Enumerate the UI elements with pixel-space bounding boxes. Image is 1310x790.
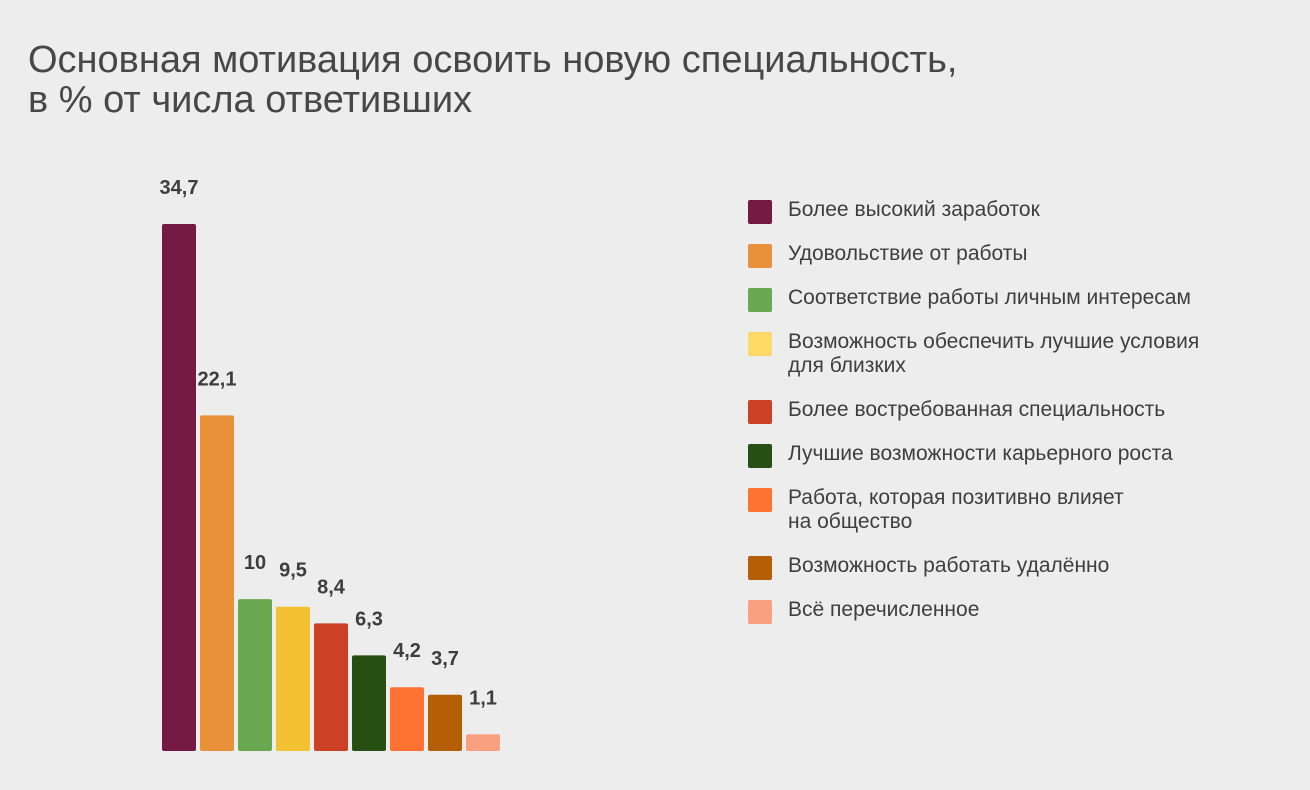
bar-3: [238, 599, 272, 751]
bar-value-label-1: 34,7: [160, 177, 199, 199]
legend-item-3: Соответствие работы личным интересам: [748, 286, 1288, 312]
legend-item-2: Удовольствие от работы: [748, 242, 1288, 268]
bar-chart: 34,7 22,1 10 9,5 8,4 6,3 4,2 3,7 1,1: [160, 177, 500, 751]
legend-swatch: [748, 400, 772, 424]
chart-title-line-1: Основная мотивация освоить новую специал…: [28, 39, 958, 81]
legend-swatch: [748, 444, 772, 468]
legend-label: Соответствие работы личным интересам: [788, 286, 1191, 309]
legend: Более высокий заработок Удовольствие от р…: [748, 198, 1288, 624]
legend-label: Лучшие возможности карьерного роста: [788, 442, 1173, 465]
bar-5: [314, 623, 348, 751]
bar-value-label-3: 10: [244, 552, 266, 574]
legend-swatch: [748, 332, 772, 356]
legend-label: Работа, которая позитивно влияет на обще…: [788, 486, 1124, 533]
legend-swatch: [748, 488, 772, 512]
legend-swatch: [748, 200, 772, 224]
bar-value-label-2: 22,1: [198, 368, 237, 390]
bar-value-label-4: 9,5: [279, 560, 307, 582]
chart-title: Основная мотивация освоить новую специал…: [28, 40, 957, 120]
bar-2: [200, 415, 234, 751]
legend-label: Возможность работать удалённо: [788, 554, 1110, 577]
bar-value-label-7: 4,2: [393, 640, 421, 662]
legend-swatch: [748, 556, 772, 580]
bar-value-label-9: 1,1: [469, 687, 497, 709]
legend-item-4: Возможность обеспечить лучшие условия дл…: [748, 330, 1288, 378]
legend-label: Всё перечисленное: [788, 598, 980, 621]
bar-value-label-8: 3,7: [431, 648, 459, 670]
legend-label: Более высокий заработок: [788, 198, 1040, 221]
bar-7: [390, 687, 424, 751]
legend-swatch: [748, 600, 772, 624]
bar-4: [276, 606, 310, 751]
bar-value-label-6: 6,3: [355, 608, 383, 630]
legend-item-5: Более востребованная специальность: [748, 398, 1288, 424]
legend-swatch: [748, 288, 772, 312]
legend-item-8: Возможность работать удалённо: [748, 554, 1288, 580]
legend-item-7: Работа, которая позитивно влияет на обще…: [748, 486, 1288, 534]
legend-label: Более востребованная специальность: [788, 398, 1166, 421]
legend-item-1: Более высокий заработок: [748, 198, 1288, 224]
chart-title-line-2: в % от числа ответивших: [28, 79, 473, 121]
legend-swatch: [748, 244, 772, 268]
bar-8: [428, 694, 462, 751]
legend-label: Возможность обеспечить лучшие условия дл…: [788, 330, 1200, 377]
legend-item-6: Лучшие возможности карьерного роста: [748, 442, 1288, 468]
legend-item-9: Всё перечисленное: [748, 598, 1288, 624]
legend-label: Удовольствие от работы: [788, 242, 1028, 265]
bar-6: [352, 655, 386, 751]
bar-1: [162, 224, 196, 751]
bar-value-label-5: 8,4: [317, 576, 346, 598]
bar-9: [466, 734, 500, 751]
